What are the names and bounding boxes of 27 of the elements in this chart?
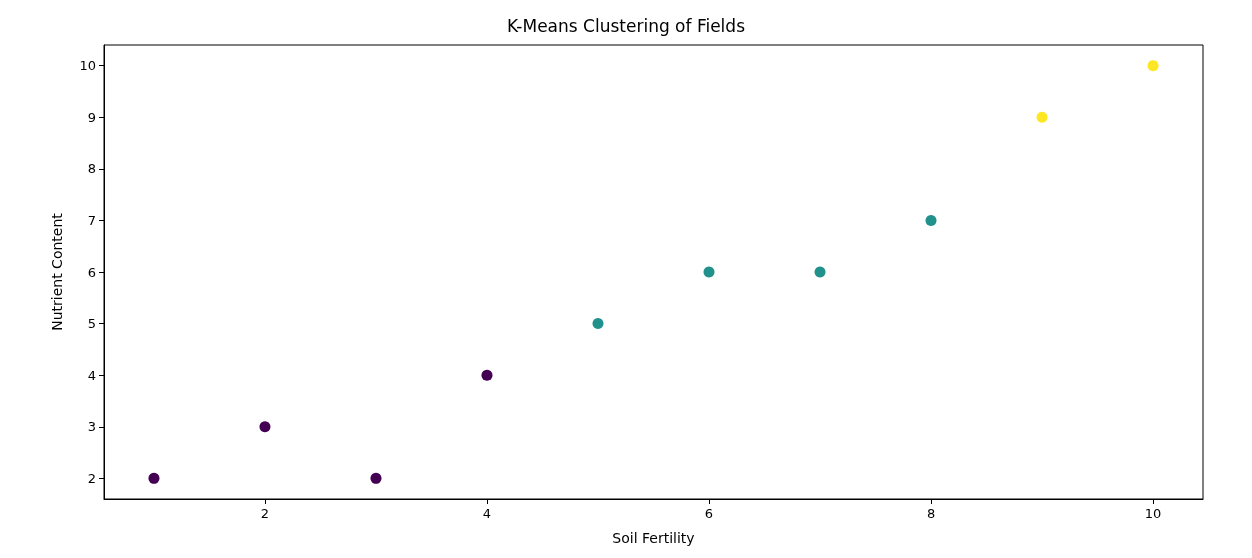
y-tick-label: 4 <box>87 367 96 383</box>
chart-title: K-Means Clustering of Fields <box>507 15 746 36</box>
y-tick-label: 8 <box>87 161 96 177</box>
x-tick-label: 6 <box>704 506 714 521</box>
y-tick-label: 10 <box>79 58 96 74</box>
point <box>259 421 271 433</box>
x-tick-label: 4 <box>482 506 492 521</box>
point <box>481 369 493 381</box>
point <box>814 266 826 278</box>
x-tick-label: 8 <box>926 506 936 521</box>
y-axis-title: Nutrient Content <box>49 212 65 331</box>
point <box>925 214 937 226</box>
y-tick-label: 3 <box>87 419 96 435</box>
point <box>1036 111 1048 123</box>
y-tick-label: 5 <box>87 316 96 332</box>
y-tick-label: 2 <box>87 470 96 486</box>
point <box>1147 60 1159 72</box>
x-tick-label: 2 <box>260 506 270 521</box>
x-tick-label: 10 <box>1144 506 1162 521</box>
y-tick-label: 9 <box>87 109 96 125</box>
point <box>592 318 604 330</box>
point <box>148 472 160 484</box>
y-tick-label: 7 <box>87 212 96 228</box>
x-axis-title: Soil Fertility <box>612 530 695 546</box>
y-tick-label: 6 <box>87 264 96 280</box>
point <box>370 472 382 484</box>
point <box>703 266 715 278</box>
